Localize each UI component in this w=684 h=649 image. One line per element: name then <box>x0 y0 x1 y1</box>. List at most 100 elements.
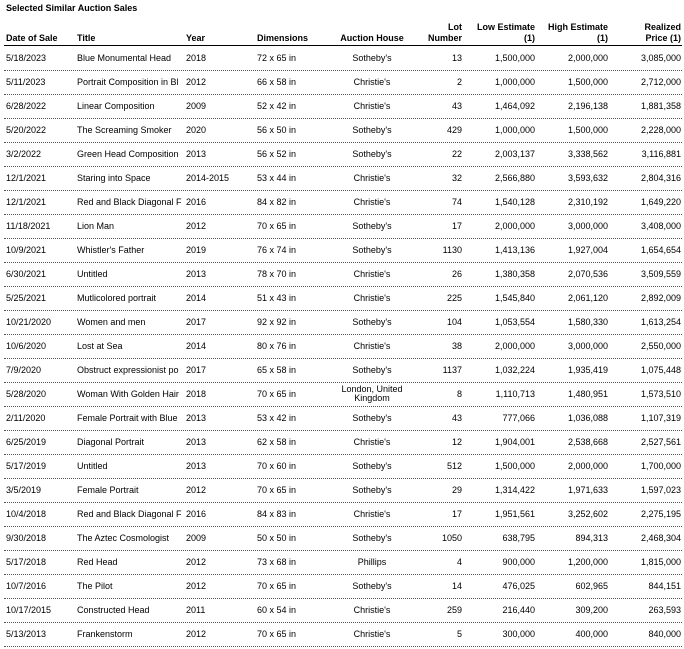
table-cell: 5/28/2020 <box>6 388 47 399</box>
table-cell: 429 <box>446 124 462 135</box>
table-cell: Sotheby's <box>352 580 392 591</box>
table-cell: Sotheby's <box>352 364 392 375</box>
table-cell: 3,408,000 <box>640 220 681 231</box>
table-cell: 10/4/2018 <box>6 508 47 519</box>
table-cell: 104 <box>446 316 462 327</box>
row-separator <box>4 70 682 71</box>
table-cell: 1,580,330 <box>567 316 608 327</box>
table-cell: 1,971,633 <box>567 484 608 495</box>
table-cell: Sotheby's <box>352 532 392 543</box>
table-cell: 1,480,951 <box>567 388 608 399</box>
table-cell: Women and men <box>77 316 146 327</box>
table-cell: The Aztec Cosmologist <box>77 532 170 543</box>
row-separator <box>4 382 682 383</box>
table-cell: 70 x 65 in <box>257 628 297 639</box>
table-cell: 1130 <box>442 244 462 255</box>
table-cell: 10/7/2016 <box>6 580 47 591</box>
column-header: Year <box>186 33 206 43</box>
table-cell: 1,314,422 <box>494 484 535 495</box>
table-cell: Linear Composition <box>77 100 155 111</box>
table-cell: 3,509,559 <box>640 268 681 279</box>
column-header: Realized Price (1) <box>644 22 681 43</box>
table-cell: 2012 <box>186 220 207 231</box>
table-cell: 2,070,536 <box>567 268 608 279</box>
table-cell: 53 x 42 in <box>257 412 297 423</box>
table-cell: 9/30/2018 <box>6 532 47 543</box>
table-cell: 7/9/2020 <box>6 364 42 375</box>
column-header: Low Estimate (1) <box>476 22 535 43</box>
table-cell: 70 x 65 in <box>257 220 297 231</box>
table-cell: 5/11/2023 <box>6 76 46 87</box>
table-cell: 11/18/2021 <box>6 220 51 231</box>
table-cell: 2,804,316 <box>640 172 681 183</box>
row-separator <box>4 430 682 431</box>
table-cell: 1,654,654 <box>640 244 681 255</box>
table-cell: 2016 <box>186 508 207 519</box>
table-cell: 2013 <box>186 460 207 471</box>
table-cell: 216,440 <box>502 604 535 615</box>
table-cell: 12/1/2021 <box>6 196 47 207</box>
table-cell: 1,075,448 <box>640 364 681 375</box>
table-cell: 5/20/2022 <box>6 124 47 135</box>
table-cell: 2009 <box>186 532 207 543</box>
column-header: Lot Number <box>427 22 462 43</box>
table-cell: Christie's <box>353 100 391 111</box>
row-separator <box>4 214 682 215</box>
table-cell: 1,815,000 <box>640 556 681 567</box>
table-cell: Diagonal Portrait <box>77 436 145 447</box>
table-cell: 74 <box>451 196 462 207</box>
table-cell: Frankenstorm <box>77 628 133 639</box>
column-header: Date of Sale <box>6 33 58 43</box>
table-cell: 2013 <box>186 412 207 423</box>
table-cell: 777,066 <box>502 412 535 423</box>
table-cell: 6/28/2022 <box>6 100 47 111</box>
table-cell: 1,500,000 <box>494 52 535 63</box>
table-cell: 56 x 50 in <box>257 124 297 135</box>
table-cell: 3,116,881 <box>641 148 681 159</box>
row-separator <box>4 238 682 239</box>
table-cell: 2013 <box>186 436 207 447</box>
table-cell: 602,965 <box>575 580 608 591</box>
table-cell: 900,000 <box>502 556 535 567</box>
table-cell: 638,795 <box>502 532 535 543</box>
table-cell: 78 x 70 in <box>257 268 297 279</box>
table-cell: 1,573,510 <box>640 388 681 399</box>
table-cell: 1,200,000 <box>567 556 608 567</box>
table-cell: 2,000,000 <box>494 340 535 351</box>
table-cell: London, United Kingdom <box>341 384 403 403</box>
table-cell: 1,597,023 <box>640 484 681 495</box>
table-cell: Sotheby's <box>352 412 392 423</box>
table-cell: 5/18/2023 <box>6 52 47 63</box>
table-cell: The Screaming Smoker <box>77 124 172 135</box>
table-cell: 43 <box>451 412 462 423</box>
table-cell: 3,085,000 <box>640 52 681 63</box>
column-header: Auction House <box>340 33 404 43</box>
table-cell: 2,566,880 <box>494 172 535 183</box>
table-cell: 3,000,000 <box>567 340 608 351</box>
row-separator <box>4 358 682 359</box>
table-cell: 5/25/2021 <box>6 292 47 303</box>
table-cell: 2018 <box>186 388 207 399</box>
table-cell: 300,000 <box>502 628 535 639</box>
table-cell: Sotheby's <box>352 220 392 231</box>
table-cell: Sotheby's <box>352 484 392 495</box>
table-cell: Christie's <box>353 196 391 207</box>
table-cell: 2013 <box>186 268 207 279</box>
table-cell: Phillips <box>357 556 387 567</box>
table-cell: Mutlicolored portrait <box>77 292 157 303</box>
row-separator <box>4 262 682 263</box>
table-cell: 2,310,192 <box>567 196 608 207</box>
table-cell: 60 x 54 in <box>257 604 297 615</box>
table-cell: 2014-2015 <box>186 172 230 183</box>
table-cell: 3,000,000 <box>567 220 608 231</box>
table-cell: Whistler's Father <box>77 244 145 255</box>
table-cell: Portrait Composition in Bl <box>77 76 179 87</box>
table-cell: 2,712,000 <box>640 76 681 87</box>
table-cell: 50 x 50 in <box>257 532 297 543</box>
table-cell: 5/13/2013 <box>6 628 47 639</box>
row-separator <box>4 286 682 287</box>
table-cell: 84 x 82 in <box>257 196 297 207</box>
table-cell: Untitled <box>77 268 108 279</box>
table-cell: 32 <box>451 172 462 183</box>
